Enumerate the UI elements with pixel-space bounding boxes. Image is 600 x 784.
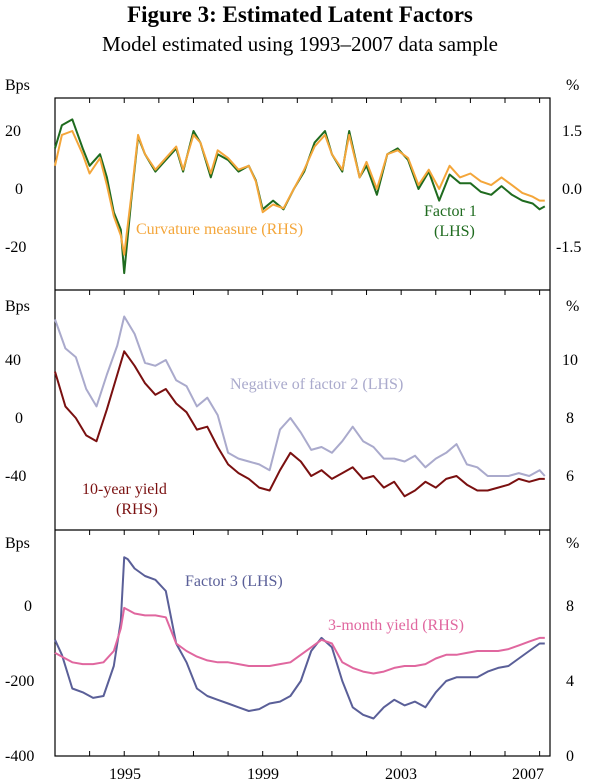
middle-left-tick-neg40: -40: [5, 468, 26, 485]
middle-left-tick-40: 40: [5, 352, 21, 369]
factor1-label-line2: (LHS): [434, 223, 475, 240]
x-tick-1995: 1995: [109, 766, 141, 783]
series-line-curvature: [54, 130, 545, 256]
series-line-factor1: [54, 118, 546, 275]
x-tick-1999: 1999: [247, 766, 279, 783]
bottom-left-tick-neg400: -400: [5, 748, 34, 765]
top-right-tick-1.5: 1.5: [562, 123, 582, 140]
series-line-negfactor2: [54, 315, 546, 477]
series-line-yield10: [54, 350, 545, 498]
factor3-label: Factor 3 (LHS): [185, 573, 283, 590]
bottom-right-tick-8: 8: [566, 598, 574, 615]
top-left-tick-0: 0: [15, 181, 23, 198]
top-left-unit: Bps: [5, 77, 30, 94]
middle-left-tick-0: 0: [15, 410, 23, 427]
top-right-unit: %: [566, 77, 579, 94]
middle-right-tick-6: 6: [566, 468, 574, 485]
top-right-tick-neg1.5: -1.5: [556, 239, 581, 256]
series-line-factor3: [54, 556, 545, 720]
factor1-label-line1: Factor 1: [424, 203, 477, 220]
plot-frame: [54, 97, 551, 757]
bottom-left-unit: Bps: [5, 535, 30, 552]
top-left-tick-20: 20: [5, 123, 21, 140]
middle-right-tick-10: 10: [562, 352, 578, 369]
middle-right-tick-8: 8: [566, 410, 574, 427]
bottom-left-tick-0: 0: [24, 598, 32, 615]
middle-right-unit: %: [566, 298, 579, 315]
negfactor2-label: Negative of factor 2 (LHS): [230, 376, 403, 393]
yield10-label-line1: 10-year yield: [82, 481, 167, 498]
yield3m-label: 3-month yield (RHS): [328, 617, 464, 634]
x-tick-marks: [89, 98, 541, 756]
bottom-right-tick-0: 0: [566, 748, 574, 765]
yield10-label-line2: (RHS): [116, 501, 158, 518]
series-line-yield3m: [54, 606, 545, 675]
curvature-label: Curvature measure (RHS): [136, 221, 303, 238]
middle-left-unit: Bps: [5, 298, 30, 315]
bottom-right-tick-4: 4: [566, 673, 574, 690]
series-layer: [54, 118, 546, 720]
x-tick-2007: 2007: [512, 766, 544, 783]
top-left-tick-neg20: -20: [5, 239, 26, 256]
figure-title: Figure 3: Estimated Latent Factors: [127, 2, 473, 27]
figure-subtitle: Model estimated using 1993–2007 data sam…: [101, 32, 499, 56]
x-tick-2003: 2003: [385, 766, 417, 783]
bottom-left-tick-neg200: -200: [5, 673, 34, 690]
bottom-right-unit: %: [566, 535, 579, 552]
top-right-tick-0.0: 0.0: [562, 181, 582, 198]
